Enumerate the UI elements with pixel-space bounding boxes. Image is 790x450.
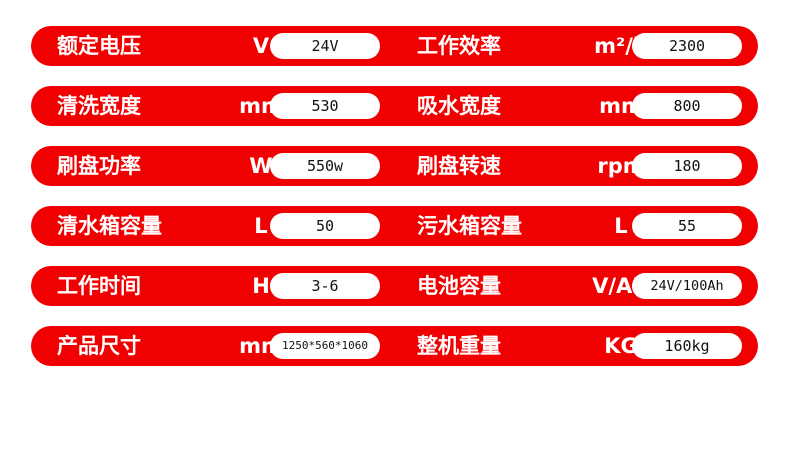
spec-row: 产品尺寸 mm 1250*560*1060 整机重量 KG 160kg: [31, 326, 758, 366]
spec-unit: W: [249, 154, 273, 178]
spec-label: 电池容量: [417, 274, 501, 298]
spec-value: 2300: [632, 33, 742, 59]
spec-value: 160kg: [632, 333, 742, 359]
spec-label: 刷盘功率: [57, 154, 141, 178]
spec-unit: L: [614, 214, 628, 238]
spec-row: 工作时间 H 3-6 电池容量 V/AH 24V/100Ah: [31, 266, 758, 306]
spec-unit: H: [252, 274, 270, 298]
spec-value: 55: [632, 213, 742, 239]
spec-value: 24V/100Ah: [632, 273, 742, 299]
spec-label: 整机重量: [417, 334, 501, 358]
spec-value: 800: [632, 93, 742, 119]
spec-label: 额定电压: [57, 34, 141, 58]
spec-row: 清水箱容量 L 50 污水箱容量 L 55: [31, 206, 758, 246]
spec-label: 清洗宽度: [57, 94, 141, 118]
spec-value: 24V: [270, 33, 380, 59]
spec-value: 530: [270, 93, 380, 119]
spec-label: 刷盘转速: [417, 154, 501, 178]
spec-row: 清洗宽度 mm 530 吸水宽度 mm 800: [31, 86, 758, 126]
spec-value: 3-6: [270, 273, 380, 299]
spec-row: 刷盘功率 W 550w 刷盘转速 rpm 180: [31, 146, 758, 186]
spec-value: 550w: [270, 153, 380, 179]
spec-label: 产品尺寸: [57, 334, 141, 358]
spec-value: 180: [632, 153, 742, 179]
spec-label: 工作效率: [417, 34, 501, 58]
spec-label: 污水箱容量: [417, 214, 522, 238]
spec-label: 清水箱容量: [57, 214, 162, 238]
spec-value: 50: [270, 213, 380, 239]
spec-value: 1250*560*1060: [270, 333, 380, 359]
spec-label: 吸水宽度: [417, 94, 501, 118]
spec-row: 额定电压 V 24V 工作效率 m²/h 2300: [31, 26, 758, 66]
spec-unit: V: [252, 34, 270, 58]
spec-label: 工作时间: [57, 274, 141, 298]
spec-unit: L: [254, 214, 268, 238]
